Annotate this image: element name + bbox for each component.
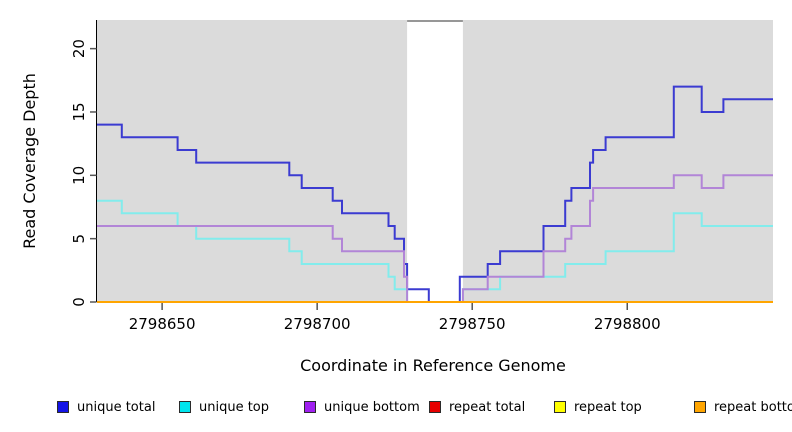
y-tick-label: 15 <box>70 102 88 121</box>
legend-label: repeat total <box>449 399 526 415</box>
plot-svg: 0 5 10 15 20 2798650 2798700 2798750 2798800 <box>70 20 773 333</box>
legend-swatch-icon <box>304 401 316 413</box>
series-line-unique-bottom <box>97 174 773 303</box>
legend: unique total unique top unique bottom repea… <box>0 398 792 420</box>
y-axis-title: Read Coverage Depth <box>20 73 39 249</box>
y-tick-label: 0 <box>70 297 88 307</box>
legend-item-repeat-top: repeat top <box>554 398 642 416</box>
x-tick-label: 2798800 <box>594 315 661 333</box>
legend-label: unique total <box>77 399 156 415</box>
y-tick-label: 5 <box>70 234 88 244</box>
legend-swatch-icon <box>694 401 706 413</box>
y-tick-label: 10 <box>70 166 88 185</box>
legend-item-unique-top: unique top <box>179 398 269 416</box>
legend-label: unique top <box>199 399 270 415</box>
legend-label: repeat bottom <box>714 399 792 415</box>
gap-band <box>407 20 463 302</box>
legend-swatch-icon <box>554 401 566 413</box>
legend-item-unique-bottom: unique bottom <box>304 398 420 416</box>
y-tick-label: 20 <box>70 39 88 58</box>
legend-item-repeat-total: repeat total <box>429 398 525 416</box>
x-tick-label: 2798700 <box>284 315 351 333</box>
legend-swatch-icon <box>57 401 69 413</box>
x-tick-label: 2798750 <box>439 315 506 333</box>
x-tick-label: 2798650 <box>129 315 196 333</box>
legend-swatch-icon <box>429 401 441 413</box>
x-axis-title: Coordinate in Reference Genome <box>300 356 566 375</box>
legend-item-unique-total: unique total <box>57 398 155 416</box>
legend-label: repeat top <box>574 399 642 415</box>
legend-label: unique bottom <box>324 399 420 415</box>
legend-item-repeat-bottom: repeat bottom <box>694 398 792 416</box>
legend-swatch-icon <box>179 401 191 413</box>
